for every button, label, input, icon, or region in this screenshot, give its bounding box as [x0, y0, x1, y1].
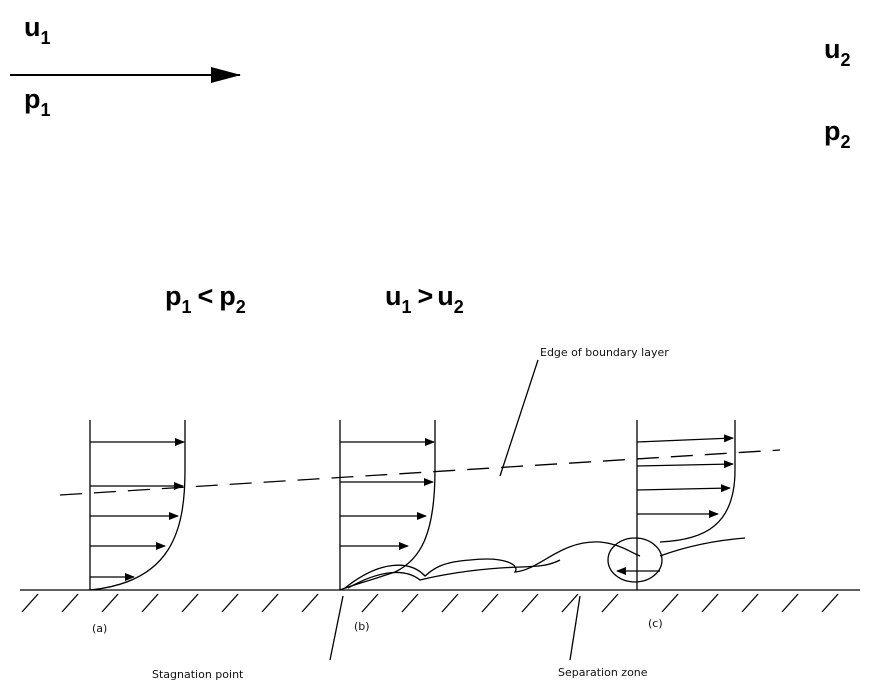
- text-part: >: [418, 281, 434, 311]
- edge-label: Edge of boundary layer: [540, 346, 669, 359]
- relation-pressure: p1 < p2: [165, 281, 246, 317]
- text-part: u: [437, 281, 454, 311]
- label-p2: p2: [824, 116, 851, 152]
- text-part: <: [198, 281, 214, 311]
- text-part: 2: [454, 297, 464, 317]
- text-part: 2: [841, 50, 851, 70]
- text-part: u: [385, 281, 402, 311]
- text-part: p: [24, 84, 41, 114]
- profile-label: (b): [354, 620, 370, 633]
- boundary-layer-figure: Edge of boundary layer (a) (b) (c) Stagn…: [20, 346, 860, 681]
- text-part: u: [824, 34, 841, 64]
- relation-velocity: u1 > u2: [385, 281, 464, 317]
- text-part: u: [24, 12, 41, 42]
- profile-label: (c): [648, 617, 663, 630]
- text-part: p: [219, 281, 236, 311]
- label-p1: p1: [24, 84, 51, 120]
- text-part: p: [824, 116, 841, 146]
- label-u2: u2: [824, 34, 851, 70]
- text-part: 1: [402, 297, 412, 317]
- text-part: 2: [841, 132, 851, 152]
- label-u1: u1: [24, 12, 51, 48]
- separation-label: Separation zone: [558, 666, 648, 679]
- text-part: 2: [236, 297, 246, 317]
- stagnation-label: Stagnation point: [152, 668, 244, 681]
- text-part: p: [165, 281, 182, 311]
- text-part: 1: [41, 100, 51, 120]
- text-part: 1: [182, 297, 192, 317]
- profile-label: (a): [92, 622, 107, 635]
- text-part: 1: [41, 28, 51, 48]
